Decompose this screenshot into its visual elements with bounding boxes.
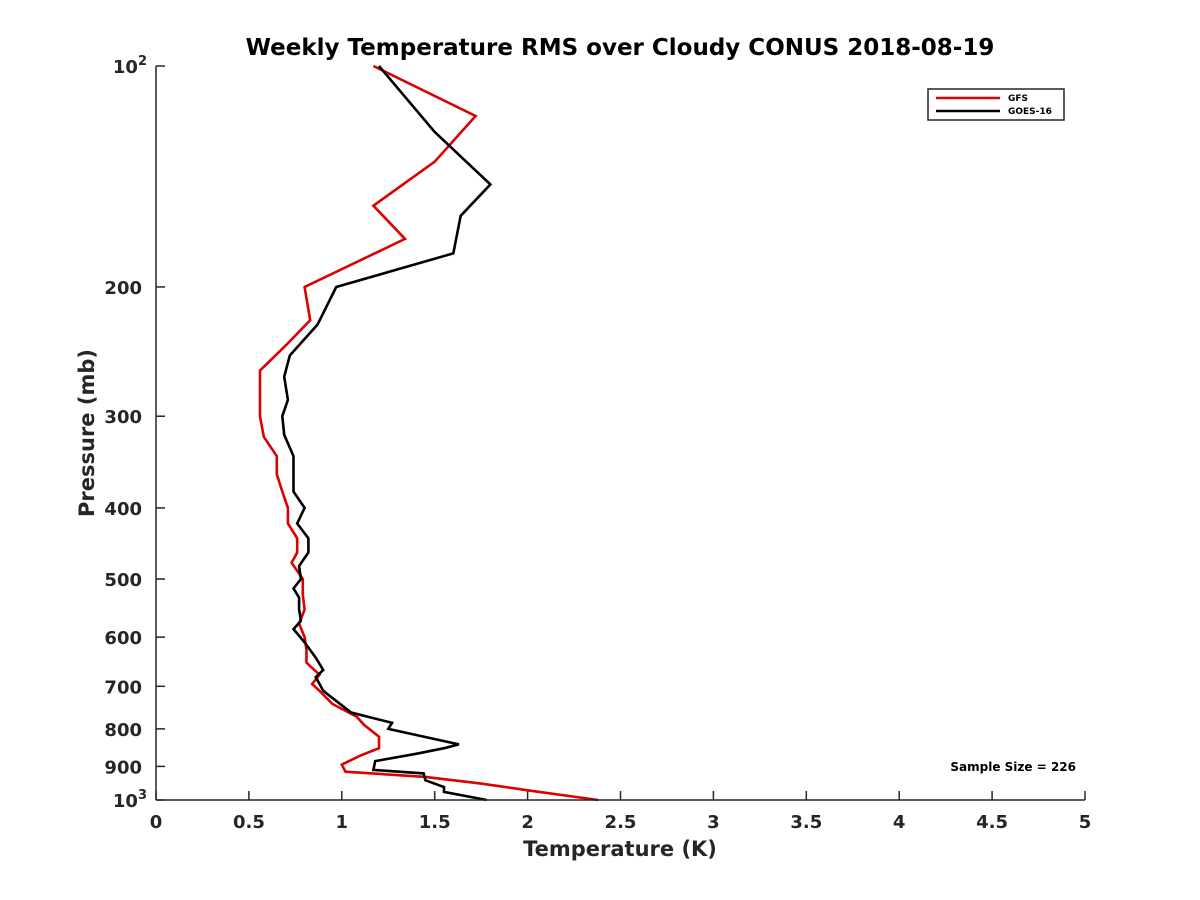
- x-tick-label: 2.5: [605, 812, 637, 833]
- x-axis-label: Temperature (K): [523, 837, 717, 861]
- x-axis-ticks: 0 0.5 1 1.5 2 2.5 3 3.5 4 4.5 5: [150, 791, 1092, 833]
- legend: GFS GOES-16: [927, 88, 1065, 121]
- y-tick-label: 102: [113, 54, 147, 78]
- legend-box: [927, 88, 1065, 121]
- y-tick-label: 400: [104, 499, 142, 520]
- sample-size-annotation: Sample Size = 226: [950, 760, 1076, 774]
- y-tick-label: 800: [104, 720, 142, 741]
- legend-label: GOES-16: [1008, 107, 1052, 117]
- x-tick-label: 3: [707, 812, 720, 833]
- x-tick-label: 2: [521, 812, 534, 833]
- y-tick-label: 103: [113, 788, 147, 812]
- x-tick-label: 1.5: [419, 812, 451, 833]
- series-line-goes-16: [280, 65, 493, 802]
- series-lines: [258, 64, 599, 802]
- x-tick-label: 4.5: [976, 812, 1008, 833]
- y-tick-label: 200: [104, 278, 142, 299]
- x-tick-label: 3.5: [790, 812, 822, 833]
- chart-title: Weekly Temperature RMS over Cloudy CONUS…: [246, 35, 995, 61]
- x-tick-label: 0.5: [233, 812, 265, 833]
- series-line-gfs: [258, 64, 599, 802]
- y-tick-label: 600: [104, 628, 142, 649]
- y-axis-label: Pressure (mb): [75, 349, 99, 517]
- x-tick-label: 0: [150, 812, 163, 833]
- y-tick-label: 700: [104, 677, 142, 698]
- legend-label: GFS: [1008, 94, 1028, 104]
- x-tick-label: 1: [336, 812, 349, 833]
- x-tick-label: 5: [1079, 812, 1092, 833]
- y-axis-ticks: 102 200 300 400 500 600 700 800 900 103: [104, 54, 165, 812]
- axes: [155, 66, 1085, 801]
- y-tick-label: 300: [104, 407, 142, 428]
- y-tick-label: 500: [104, 570, 142, 591]
- x-tick-label: 4: [893, 812, 906, 833]
- y-tick-label: 900: [104, 757, 142, 778]
